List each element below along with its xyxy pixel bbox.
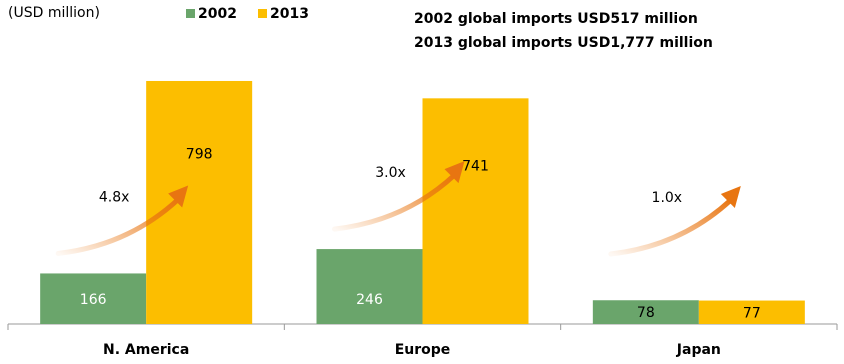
data-label-n-america-2013: 798: [186, 147, 213, 163]
legend-label-2013: 2013: [270, 6, 309, 22]
growth-arrow-japan: [608, 197, 734, 257]
note-2013-imports: 2013 global imports USD1,777 million: [414, 35, 713, 51]
note-2002-imports: 2002 global imports USD517 million: [414, 11, 698, 27]
data-label-n-america-2002: 166: [80, 292, 107, 308]
plot-area: 166 798 N. America 4.8x 246 741 Europe 3.0x 78 77…: [7, 80, 838, 358]
growth-arrowhead-europe: [444, 161, 465, 184]
data-label-japan-2002: 78: [637, 305, 655, 321]
bar-n-america-2013: [146, 80, 253, 325]
x-tick-label-n-america: N. America: [103, 342, 189, 358]
legend: 2002 2013: [186, 6, 309, 22]
growth-arrow-n-america: [55, 196, 181, 256]
growth-arrowhead-n-america: [168, 185, 189, 208]
bar-n-america-2002: [40, 273, 147, 324]
x-tick-label-europe: Europe: [395, 342, 451, 358]
data-label-europe-2002: 246: [356, 292, 383, 308]
unit-label: (USD million): [8, 5, 100, 21]
growth-label-n-america: 4.8x: [99, 189, 130, 205]
data-label-europe-2013: 741: [462, 159, 489, 175]
bar-japan-2002: [592, 300, 699, 324]
bar-europe-2002: [316, 249, 423, 324]
legend-swatch-2013: [258, 9, 267, 18]
growth-label-japan: 1.0x: [652, 190, 683, 206]
x-tick-label-japan: Japan: [676, 342, 721, 358]
growth-arrow-europe: [332, 172, 457, 232]
growth-label-europe: 3.0x: [375, 165, 406, 181]
bar-europe-2013: [422, 98, 529, 324]
legend-swatch-2002: [186, 9, 195, 18]
legend-label-2002: 2002: [198, 6, 237, 22]
data-label-japan-2013: 77: [743, 305, 761, 321]
bar-japan-2013: [698, 300, 805, 324]
growth-arrowhead-japan: [720, 186, 741, 208]
